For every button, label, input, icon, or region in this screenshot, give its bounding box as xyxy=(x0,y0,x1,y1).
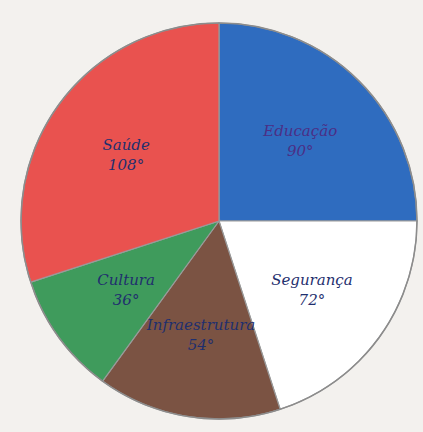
data-label: 90° xyxy=(287,142,314,160)
pie xyxy=(21,23,417,419)
data-label: 108° xyxy=(108,155,144,173)
data-label: 72° xyxy=(299,291,326,309)
category-label: Educação xyxy=(262,122,337,140)
labels: Educação 90° Segurança 72° Infraestrutura 54°… xyxy=(97,122,352,355)
chart: Educação 90° Segurança 72° Infraestrutura 54°… xyxy=(0,0,423,432)
pie-slice xyxy=(21,23,219,282)
category-label: Saúde xyxy=(102,135,149,153)
pie-outline xyxy=(21,23,417,419)
pie-slice xyxy=(219,23,417,221)
category-label: Cultura xyxy=(97,271,155,289)
category-label: Segurança xyxy=(271,271,353,289)
category-label: Infraestrutura xyxy=(146,316,256,334)
data-label: 36° xyxy=(113,291,140,309)
data-label: 54° xyxy=(188,336,215,354)
